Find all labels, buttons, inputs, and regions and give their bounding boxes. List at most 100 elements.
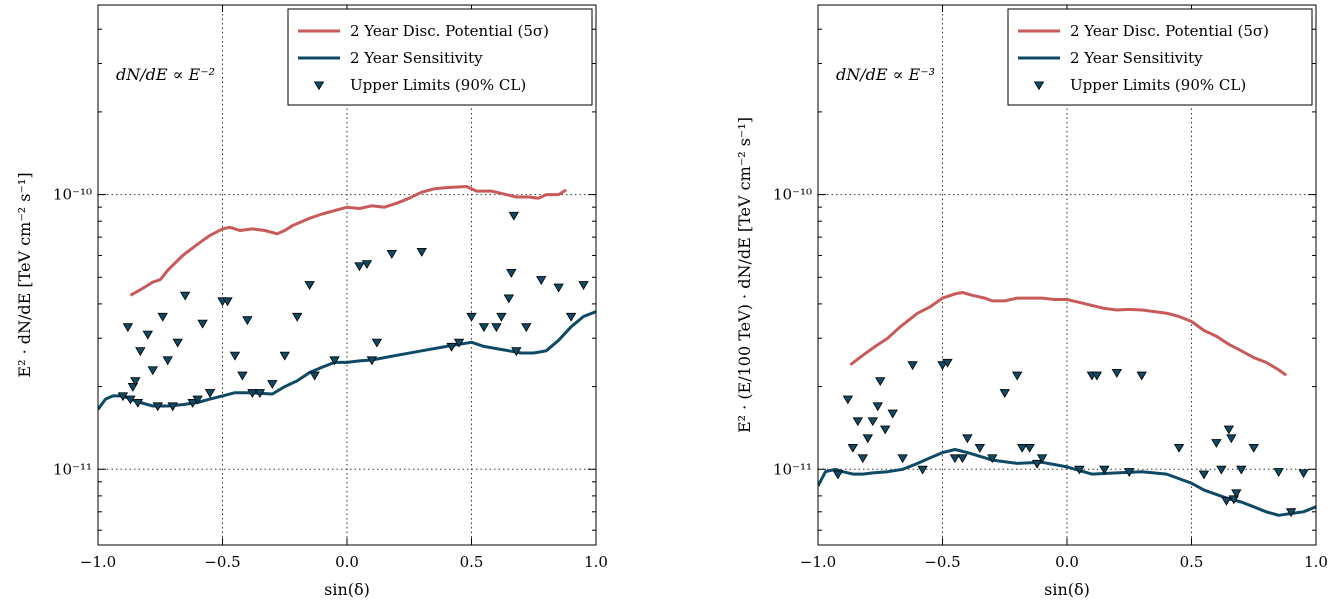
chart-panel-right: −1.0 −0.5 0.0 0.5 1.0 10⁻¹¹ 10⁻¹⁰ sin(δ) E² · (E… [735,4,1328,599]
x-tick-label: 1.0 [584,553,608,571]
upper-limit-point [254,389,266,398]
upper-limit-point [304,281,315,290]
upper-limit-point [847,443,859,453]
upper-limit-point [867,417,878,427]
upper-limit-point [179,291,191,301]
upper-limit-point [887,409,898,419]
upper-limit-point [536,276,547,285]
upper-limit-point [491,323,502,333]
legend: 2 Year Disc. Potential (5σ) 2 Year Sensit… [1007,8,1313,106]
x-tick-label: 1.0 [1304,553,1328,571]
series-line-0 [849,291,1287,377]
upper-limit-point [172,338,183,348]
legend-entry: Upper Limits (90% CL) [1070,76,1246,94]
upper-limit-point [167,402,178,412]
y-tick-label: 10⁻¹¹ [53,460,92,478]
legend: 2 Year Disc. Potential (5σ) 2 Year Sensit… [287,8,593,106]
upper-limit-point [361,260,373,270]
upper-limit-point [1221,496,1232,506]
upper-limit-point [1012,371,1023,381]
spectrum-annotation: dN/dE ∝ E⁻² [116,65,215,84]
upper-limit-point [279,351,290,361]
upper-limit-point [880,425,891,435]
x-tick-label: 0.0 [1055,553,1079,571]
upper-limit-point [142,330,153,340]
upper-limit-point [1074,465,1085,475]
y-axis-label: E² · (E/100 TeV) · dN/dE [TeV cm⁻² s⁻¹] [735,117,754,433]
upper-limit-point [130,377,141,387]
upper-limit-point [478,323,490,333]
x-tick-label: −0.5 [924,553,960,571]
x-tick-label: 0.0 [335,553,359,571]
upper-limit-point [578,281,589,290]
upper-limit-point [1099,465,1110,475]
upper-limit-point [1173,443,1185,453]
chart-panel-left: −1.0 −0.5 0.0 0.5 1.0 10⁻¹¹ 10⁻¹⁰ sin(δ) E² · dN… [15,4,608,599]
upper-limit-point [204,389,216,398]
upper-limit-point [957,454,968,464]
upper-limit-point [329,356,340,366]
upper-limit-point [187,398,198,408]
series-line-0 [129,185,567,297]
spectrum-annotation: dN/dE ∝ E⁻³ [836,65,935,84]
upper-limit-point [247,389,258,398]
upper-limit-point [117,392,129,402]
legend-entry: 2 Year Disc. Potential (5σ) [350,22,549,40]
upper-limit-point [942,358,953,368]
legend-entry: 2 Year Disc. Potential (5σ) [1070,22,1269,40]
upper-limit-point [197,319,208,329]
legend-swatch-marker [1033,81,1045,91]
x-axis-label: sin(δ) [324,580,370,599]
upper-limit-point [386,249,398,259]
upper-limit-point [1136,371,1147,381]
upper-limit-point [229,351,241,361]
upper-limit-point [354,262,365,272]
upper-limit-point [1236,465,1247,475]
upper-limit-point [832,470,844,480]
upper-limit-point [852,417,864,427]
upper-limit-point [366,356,378,366]
upper-limit-point [842,395,854,405]
legend-entry: 2 Year Sensitivity [1070,49,1203,67]
upper-limit-point [508,211,520,221]
upper-limit-point [267,380,278,389]
upper-limit-point [1111,368,1122,378]
upper-limit-point [466,312,477,322]
upper-limit-point [192,395,203,405]
upper-limit-point [1091,371,1103,381]
upper-limit-point [1273,468,1284,477]
upper-limit-point [1211,439,1222,448]
upper-limit-point [1216,465,1227,475]
upper-limit-point [521,323,532,333]
x-tick-label: 0.5 [460,553,484,571]
upper-limit-point [222,297,233,307]
y-axis-label: E² · dN/dE [TeV cm⁻² s⁻¹] [15,172,34,377]
upper-limit-point [122,323,134,333]
upper-limit-point [503,294,515,304]
upper-limit-point [999,389,1010,398]
upper-limit-point [147,366,158,376]
upper-limit-point [949,454,961,464]
upper-limit-point [135,347,146,357]
upper-limit-point [453,338,465,348]
upper-limit-point [125,395,136,405]
upper-limit-point [987,454,998,464]
legend-entry: Upper Limits (90% CL) [350,76,526,94]
upper-limit-point [237,371,248,381]
upper-limit-point [162,356,173,366]
upper-limit-point [506,269,517,278]
upper-limit-point [1231,489,1242,499]
upper-limit-point [152,402,163,412]
upper-limit-point [862,434,873,444]
upper-limit-point [872,402,883,412]
x-axis-label: sin(δ) [1044,580,1090,599]
upper-limit-point [565,312,577,322]
upper-limit-point [1016,443,1028,453]
upper-limit-point [907,361,918,371]
upper-limit-point [875,377,886,387]
y-tick-label: 10⁻¹¹ [773,460,812,478]
x-tick-label: −0.5 [204,553,240,571]
upper-limit-point [1298,469,1309,479]
upper-limit-point [974,443,986,453]
